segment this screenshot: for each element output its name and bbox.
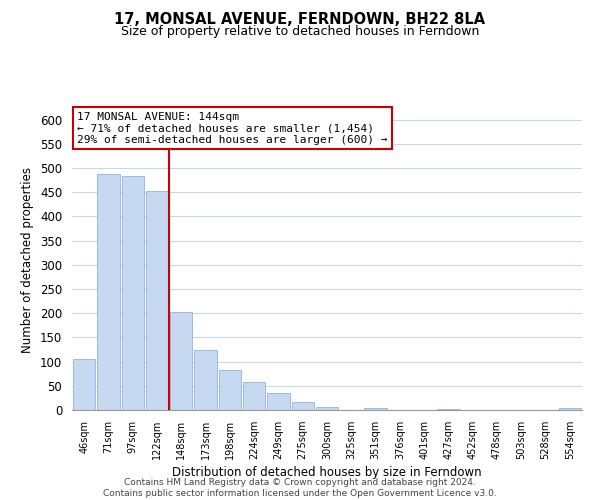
Bar	[292, 402, 314, 410]
Bar	[146, 192, 168, 410]
Bar	[243, 382, 265, 410]
Bar	[559, 408, 581, 410]
Text: Contains HM Land Registry data © Crown copyright and database right 2024.
Contai: Contains HM Land Registry data © Crown c…	[103, 478, 497, 498]
Text: 17 MONSAL AVENUE: 144sqm
← 71% of detached houses are smaller (1,454)
29% of sem: 17 MONSAL AVENUE: 144sqm ← 71% of detach…	[77, 112, 388, 144]
Bar	[194, 350, 217, 410]
Text: Size of property relative to detached houses in Ferndown: Size of property relative to detached ho…	[121, 25, 479, 38]
Bar	[364, 408, 387, 410]
Bar	[73, 359, 95, 410]
Bar	[267, 393, 290, 410]
Bar	[437, 408, 460, 410]
Bar	[218, 370, 241, 410]
Bar	[170, 312, 193, 410]
X-axis label: Distribution of detached houses by size in Ferndown: Distribution of detached houses by size …	[172, 466, 482, 479]
Text: 17, MONSAL AVENUE, FERNDOWN, BH22 8LA: 17, MONSAL AVENUE, FERNDOWN, BH22 8LA	[115, 12, 485, 28]
Bar	[316, 406, 338, 410]
Bar	[122, 176, 144, 410]
Bar	[97, 174, 119, 410]
Y-axis label: Number of detached properties: Number of detached properties	[22, 167, 34, 353]
